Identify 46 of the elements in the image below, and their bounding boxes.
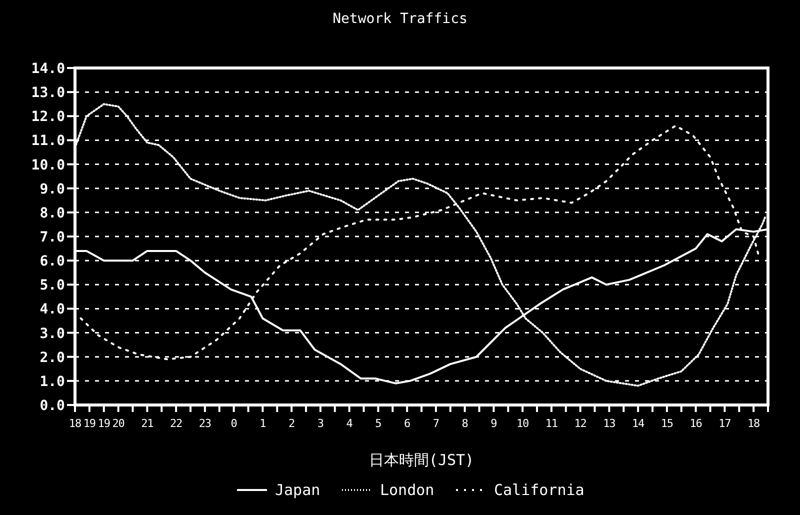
x-tick-label: 14: [632, 417, 646, 430]
x-tick-label: 20: [112, 417, 124, 430]
x-tick-label: 11: [545, 417, 558, 430]
y-tick-label: 14.0: [31, 61, 65, 77]
x-tick-label: 0: [230, 417, 237, 430]
y-tick-label: 3.0: [40, 326, 65, 342]
y-tick-label: 0.0: [40, 398, 65, 414]
x-tick-label: 18: [747, 417, 760, 430]
y-tick-label: 13.0: [31, 85, 65, 102]
x-tick-label: 19: [83, 417, 96, 430]
x-tick-label: 3: [317, 417, 324, 430]
x-tick-label: 15: [660, 417, 674, 430]
x-tick-label: 9: [490, 417, 497, 430]
y-tick-label: 5.0: [40, 278, 65, 294]
x-tick-label: 17: [718, 417, 731, 430]
x-tick-label: 8: [462, 417, 468, 430]
x-tick-label: 6: [404, 417, 410, 430]
x-tick-label: 4: [346, 417, 354, 430]
y-tick-label: 4.0: [40, 302, 65, 318]
x-tick-label: 19: [98, 417, 110, 430]
y-tick-label: 10.0: [31, 157, 65, 174]
x-tick-label: 18: [68, 417, 82, 430]
legend-label: Japan: [275, 481, 320, 499]
y-tick-label: 2.0: [40, 350, 65, 366]
x-tick-label: 7: [432, 417, 439, 430]
x-tick-label: 12: [574, 417, 586, 430]
x-tick-label: 16: [690, 417, 702, 430]
x-tick-label: 22: [170, 417, 182, 430]
x-tick-label: 1: [260, 417, 266, 430]
x-tick-label: 23: [198, 417, 212, 430]
x-tick-label: 13: [603, 417, 616, 430]
x-tick-label: 21: [141, 417, 154, 430]
x-tick-label: 10: [516, 417, 529, 430]
y-tick-label: 9.0: [40, 181, 65, 198]
legend-label: California: [494, 481, 584, 499]
x-tick-label: 5: [375, 417, 382, 430]
y-tick-label: 11.0: [31, 133, 65, 150]
y-tick-label: 6.0: [40, 254, 65, 270]
chart-title: Network Traffics: [332, 11, 468, 27]
y-tick-label: 8.0: [40, 205, 65, 222]
x-axis-title: 日本時間(JST): [368, 451, 474, 469]
legend-label: London: [380, 481, 434, 499]
y-tick-label: 12.0: [31, 109, 65, 126]
x-tick-label: 2: [288, 417, 295, 430]
y-tick-label: 7.0: [40, 230, 65, 246]
y-tick-label: 1.0: [40, 374, 65, 390]
